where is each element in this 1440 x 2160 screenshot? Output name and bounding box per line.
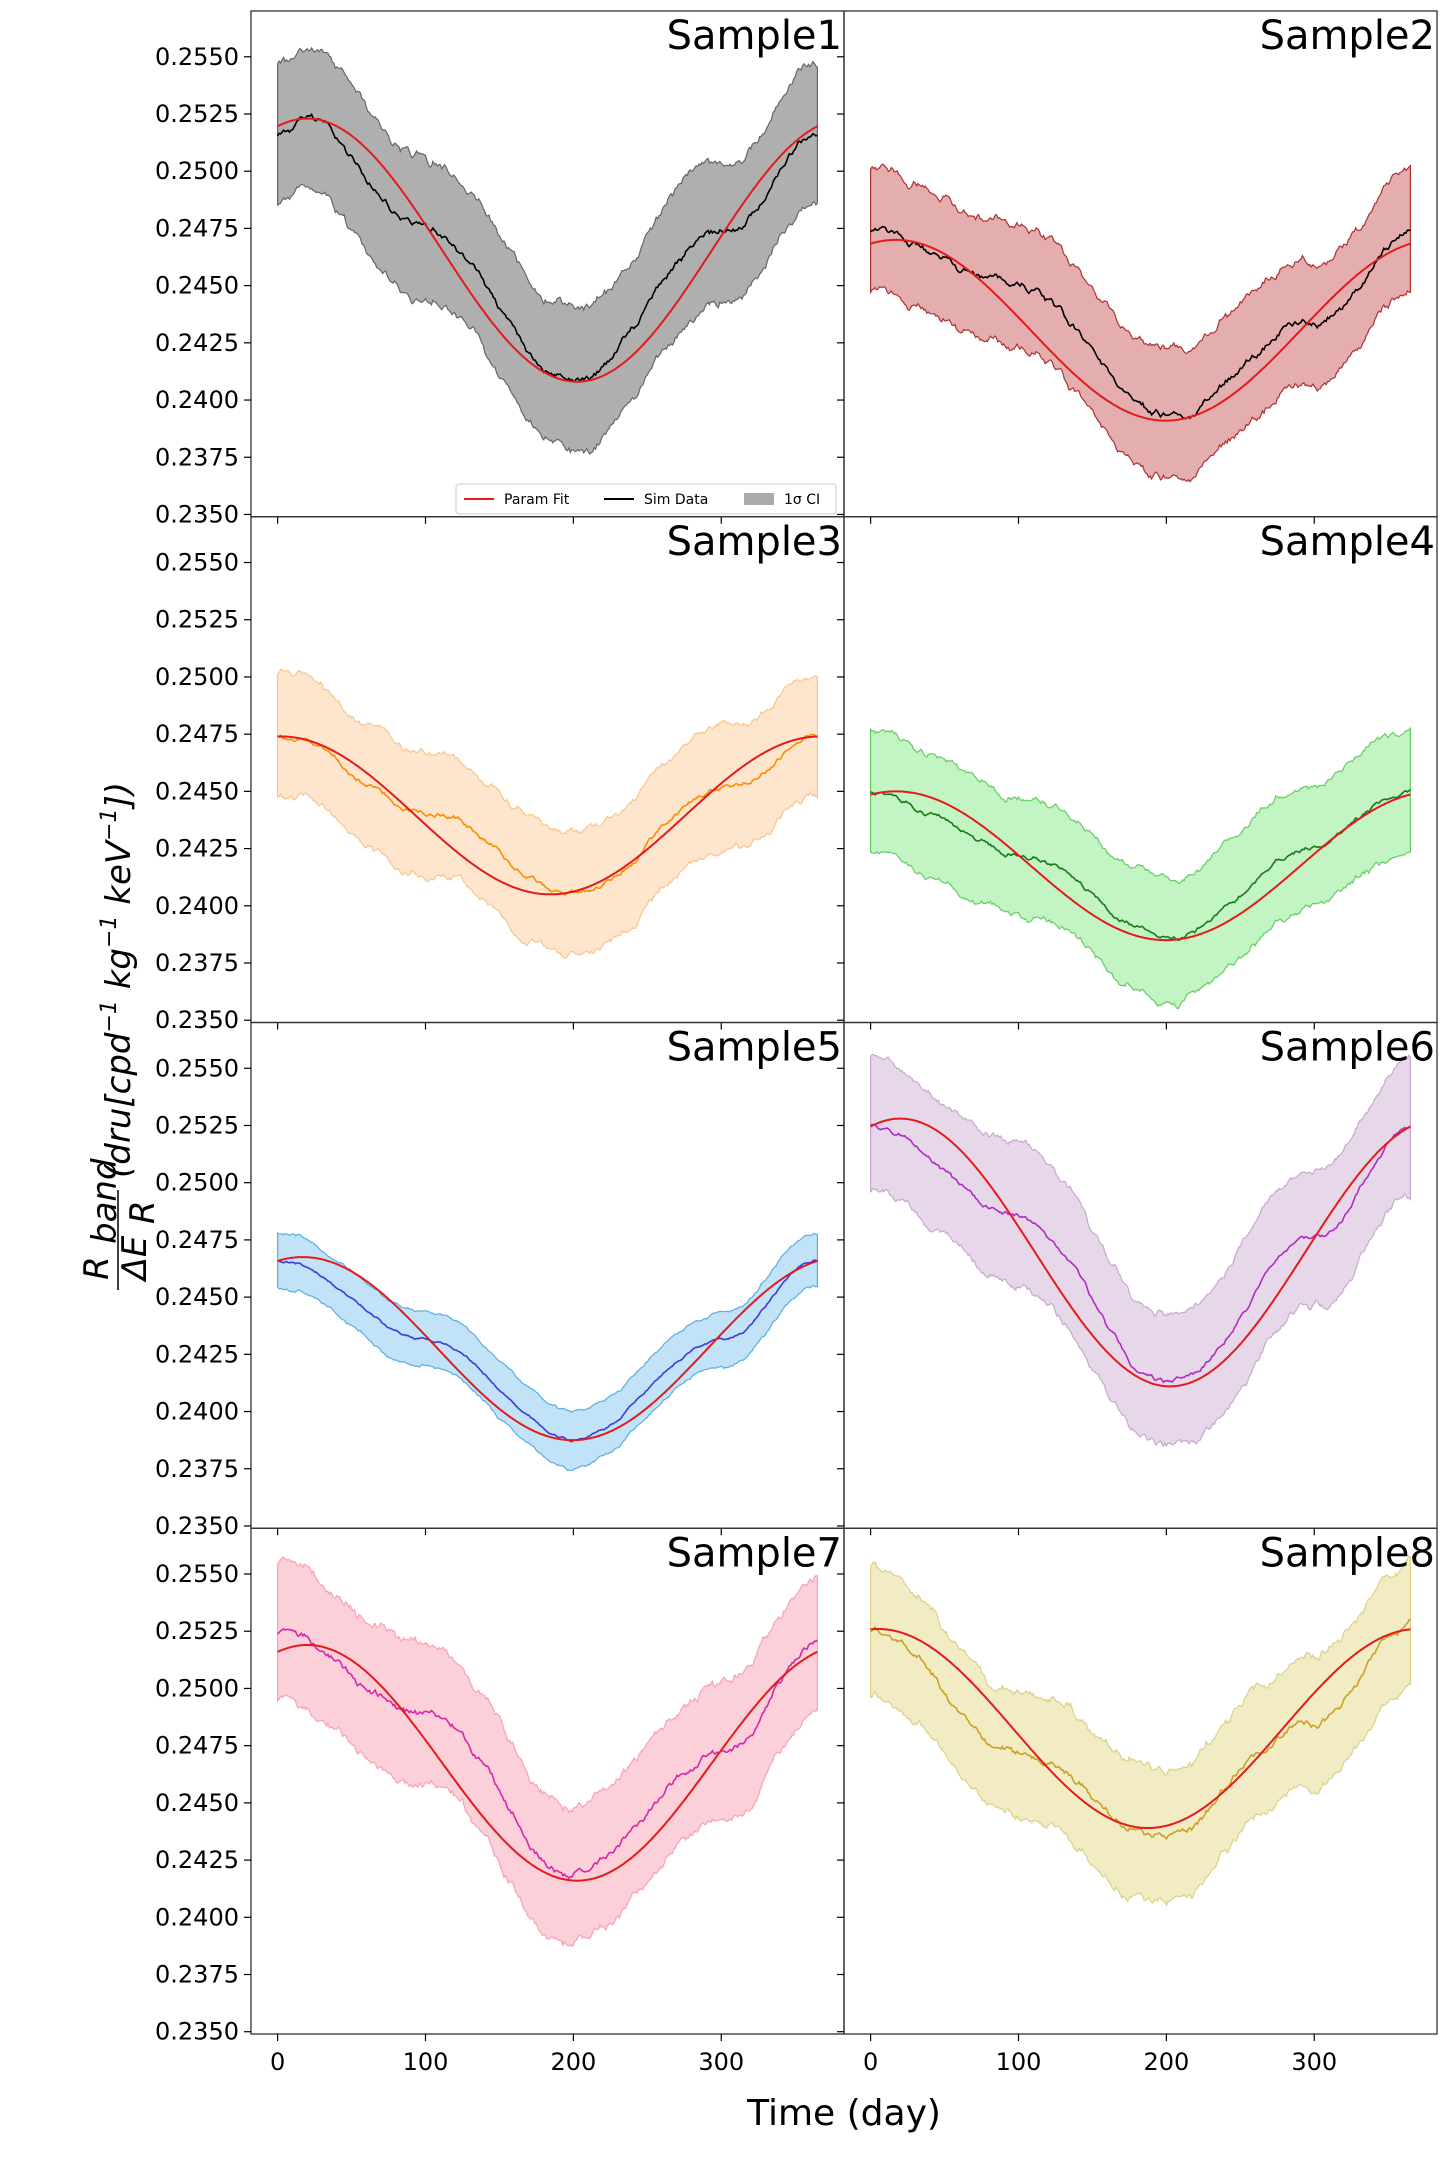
- param-fit-line: [870, 1117, 1411, 1388]
- y-tick-label: 0.2400: [155, 892, 239, 920]
- panel-title: Sample6: [1260, 1025, 1435, 1071]
- y-tick-label: 0.2425: [155, 1340, 239, 1368]
- y-label-denominator: ΔE: [115, 1235, 155, 1283]
- y-tick-label: 0.2525: [155, 100, 239, 128]
- legend-box: [455, 483, 837, 515]
- y-tick-label: 0.2450: [155, 1789, 239, 1817]
- y-tick-label: 0.2450: [155, 1283, 239, 1311]
- y-tick-label: 0.2350: [155, 1512, 239, 1540]
- sim-data-line: [870, 225, 1411, 420]
- y-tick-label: 0.2350: [155, 1006, 239, 1034]
- panel-2: Sample2: [837, 10, 1438, 524]
- panel-frame: [843, 1527, 1438, 2035]
- y-tick-label: 0.2450: [155, 777, 239, 805]
- panel-title: Sample5: [667, 1025, 842, 1071]
- y-tick-label: 0.2500: [155, 157, 239, 185]
- y-tick-label: 0.2550: [155, 1560, 239, 1588]
- y-tick-label: 0.2375: [155, 1961, 239, 1989]
- y-label-numerator: R: [77, 1256, 117, 1280]
- y-tick-label: 0.2375: [155, 443, 239, 471]
- x-axis-label: Time (day): [746, 2093, 941, 2134]
- x-tick-label: 200: [1143, 2048, 1189, 2076]
- y-tick-label: 0.2475: [155, 1732, 239, 1760]
- y-tick-label: 0.2525: [155, 1111, 239, 1139]
- legend-label: Param Fit: [504, 492, 570, 508]
- panel-title: Sample3: [667, 519, 842, 565]
- panel-title: Sample1: [667, 13, 842, 59]
- y-tick-label: 0.2400: [155, 386, 239, 414]
- x-tick-label: 200: [550, 2048, 596, 2076]
- ci-band: [277, 1232, 818, 1472]
- param-fit-line: [277, 117, 818, 383]
- panel-6: Sample6: [837, 1021, 1438, 1536]
- y-tick-label: 0.2400: [155, 1903, 239, 1931]
- panel-4: Sample4: [837, 516, 1438, 1030]
- sim-data-line: [870, 788, 1411, 942]
- ci-band: [870, 726, 1411, 1010]
- sim-data-line: [277, 1627, 818, 1880]
- sim-data-line: [870, 1123, 1411, 1384]
- panel-1: 0.2350 0.2375 0.2400 0.2425 0.2450 0.2475 0.25…: [155, 10, 845, 528]
- ci-band: [277, 46, 818, 455]
- x-tick-label: 0: [270, 2048, 285, 2076]
- y-tick-label: 0.2500: [155, 1169, 239, 1197]
- panel-8: 0 100 200 300 Sample8: [837, 1527, 1438, 2076]
- panel-7: 0.2350 0.2375 0.2400 0.2425 0.2450 0.2475 0.25…: [155, 1527, 845, 2076]
- param-fit-line: [277, 735, 818, 896]
- param-fit-line: [277, 1644, 818, 1882]
- y-tick-label: 0.2350: [155, 500, 239, 528]
- sim-data-line: [277, 733, 818, 896]
- y-tick-label: 0.2450: [155, 272, 239, 300]
- sim-data-line: [277, 1259, 818, 1443]
- ci-band: [870, 1555, 1411, 1907]
- panel-3: 0.2350 0.2375 0.2400 0.2425 0.2450 0.2475 0.25…: [155, 516, 845, 1034]
- y-tick-label: 0.2500: [155, 1674, 239, 1702]
- param-fit-line: [870, 790, 1411, 942]
- y-tick-label: 0.2425: [155, 1846, 239, 1874]
- y-tick-label: 0.2425: [155, 329, 239, 357]
- y-tick-label: 0.2475: [155, 1226, 239, 1254]
- y-tick-label: 0.2525: [155, 606, 239, 634]
- ci-band: [277, 1556, 818, 1948]
- x-tick-label: 100: [403, 2048, 449, 2076]
- y-tick-label: 0.2350: [155, 2018, 239, 2046]
- param-fit-line: [277, 1256, 818, 1442]
- x-tick-label: 300: [1291, 2048, 1337, 2076]
- legend: Param Fit Sim Data 1σ CI: [455, 483, 837, 515]
- y-tick-label: 0.2550: [155, 1054, 239, 1082]
- sim-data-line: [276, 112, 818, 383]
- param-fit-line: [870, 1627, 1411, 1829]
- legend-label: 1σ CI: [784, 492, 820, 508]
- y-tick-label: 0.2425: [155, 835, 239, 863]
- y-tick-label: 0.2400: [155, 1398, 239, 1426]
- y-tick-label: 0.2550: [155, 549, 239, 577]
- sim-data-line: [870, 1618, 1411, 1841]
- legend-swatch: [744, 493, 774, 505]
- panel-title: Sample8: [1260, 1530, 1435, 1576]
- ci-band: [870, 163, 1411, 483]
- panel-title: Sample2: [1260, 13, 1435, 59]
- y-tick-label: 0.2550: [155, 43, 239, 71]
- y-label-units: (dru[cpd−1 kg−1 keV−1]): [97, 782, 139, 1178]
- y-tick-label: 0.2375: [155, 949, 239, 977]
- y-tick-label: 0.2475: [155, 720, 239, 748]
- y-label-denominator-sub: R: [123, 1200, 163, 1224]
- ci-band: [870, 1053, 1411, 1448]
- panel-5: 0.2350 0.2375 0.2400 0.2425 0.2450 0.2475 0.25…: [155, 1021, 845, 1540]
- y-tick-label: 0.2500: [155, 663, 239, 691]
- y-tick-label: 0.2475: [155, 214, 239, 242]
- param-fit-line: [870, 238, 1411, 422]
- x-tick-label: 300: [698, 2048, 744, 2076]
- x-tick-label: 100: [996, 2048, 1042, 2076]
- panel-title: Sample7: [667, 1530, 842, 1576]
- x-tick-label: 0: [863, 2048, 878, 2076]
- legend-label: Sim Data: [644, 492, 708, 508]
- y-tick-label: 0.2375: [155, 1455, 239, 1483]
- y-tick-label: 0.2525: [155, 1617, 239, 1645]
- panel-title: Sample4: [1260, 519, 1435, 565]
- ci-band: [277, 668, 818, 960]
